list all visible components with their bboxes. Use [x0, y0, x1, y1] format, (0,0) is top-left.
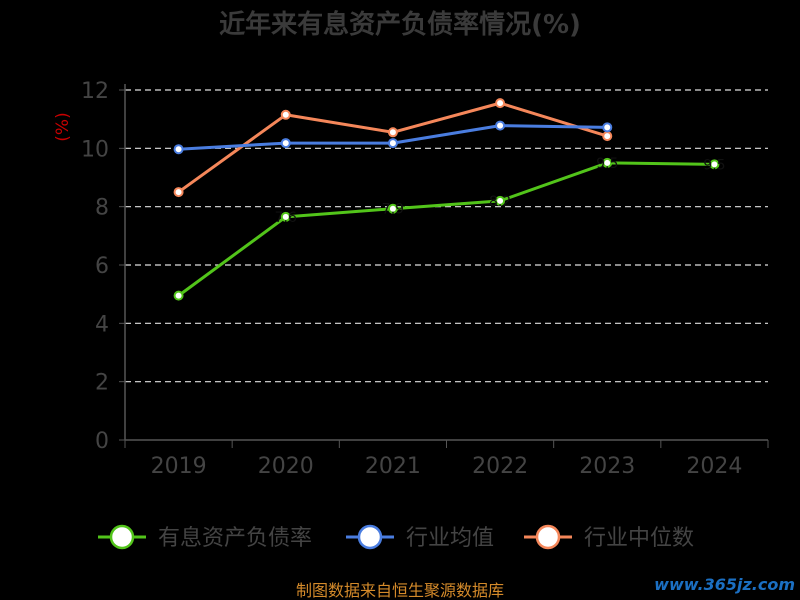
y-tick-label: 8 [95, 196, 109, 221]
gridlines [125, 89, 768, 383]
legend-label: 行业中位数 [584, 526, 694, 551]
data-labels: 7.6 7.9 8.2 9.5 9.5 [275, 156, 726, 226]
data-label: 9.5 [703, 157, 725, 173]
legend-marker [109, 524, 135, 550]
data-point[interactable] [387, 203, 398, 214]
series-行业中位数 [173, 98, 613, 198]
data-point[interactable] [495, 98, 506, 109]
data-point[interactable] [709, 159, 720, 170]
data-point[interactable] [387, 127, 398, 138]
y-tick-label: 4 [95, 312, 109, 337]
legend-marker [535, 524, 561, 550]
y-axis-label: (%) [53, 112, 73, 141]
legend-item[interactable]: 行业中位数 [524, 524, 694, 551]
data-label: 7.9 [382, 202, 404, 218]
x-tick-label: 2021 [365, 454, 421, 479]
x-tick-label: 2019 [151, 454, 207, 479]
legend[interactable]: 有息资产负债率 行业均值 行业中位数 [98, 524, 694, 551]
data-point[interactable] [280, 109, 291, 120]
y-tick-label: 10 [81, 137, 109, 162]
data-label: 8.2 [489, 194, 511, 210]
data-point[interactable] [602, 131, 613, 142]
data-point[interactable] [602, 122, 613, 133]
series-line [177, 161, 715, 297]
x-tick-label: 2023 [579, 454, 635, 479]
legend-label: 行业均值 [406, 526, 494, 551]
x-tick-label: 2020 [258, 454, 314, 479]
y-tick-label: 2 [95, 371, 109, 396]
legend-label: 有息资产负债率 [158, 526, 312, 551]
axes: 0 2 4 6 8 10 12 2019 2020 2021 2022 2023 2024 [81, 79, 769, 479]
data-label: 9.5 [596, 156, 618, 172]
data-point[interactable] [387, 138, 398, 149]
y-tick-label: 0 [95, 429, 109, 454]
data-label: 7.6 [275, 210, 297, 226]
y-tick-label: 12 [81, 79, 109, 104]
watermark: www.365jz.com [654, 575, 795, 594]
series-有息资产负债率 [173, 157, 720, 301]
x-tick-label: 2022 [472, 454, 528, 479]
legend-item[interactable]: 有息资产负债率 [98, 524, 312, 551]
x-tick-label: 2024 [686, 454, 742, 479]
data-point[interactable] [173, 187, 184, 198]
legend-marker [357, 524, 383, 550]
data-point[interactable] [173, 290, 184, 301]
data-point[interactable] [495, 195, 506, 206]
legend-item[interactable]: 行业均值 [346, 524, 494, 551]
data-point[interactable] [602, 157, 613, 168]
y-tick-label: 6 [95, 254, 109, 279]
chart-title: 近年来有息资产负债率情况(%) [219, 9, 581, 40]
series-行业均值 [173, 120, 613, 155]
series-lines [173, 98, 720, 301]
data-point[interactable] [280, 211, 291, 222]
data-point[interactable] [173, 144, 184, 155]
data-point[interactable] [280, 138, 291, 149]
source-note: 制图数据来自恒生聚源数据库 [296, 581, 504, 600]
data-point[interactable] [495, 120, 506, 131]
